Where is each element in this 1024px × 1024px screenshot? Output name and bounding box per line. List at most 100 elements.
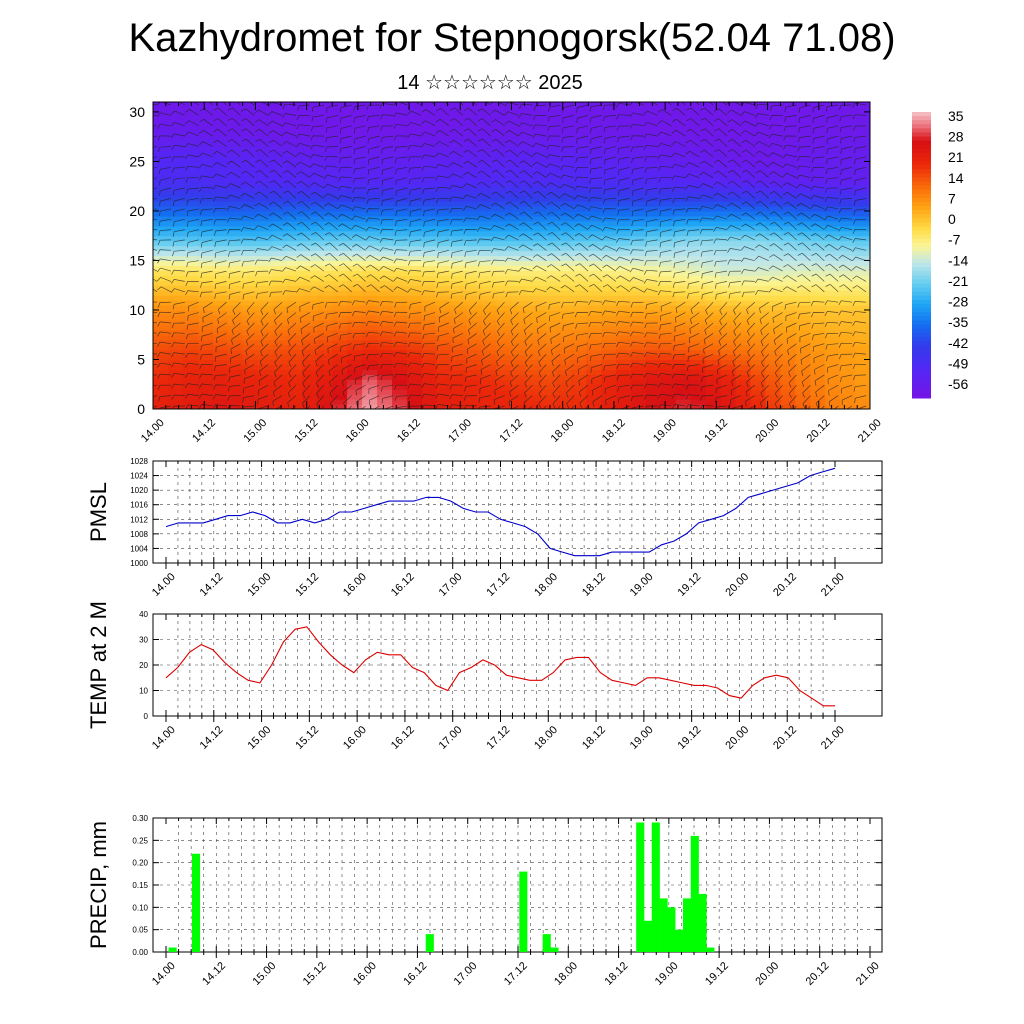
heatmap-cell (601, 220, 617, 227)
heatmap-cell (362, 285, 378, 291)
heatmap-cell (481, 344, 498, 351)
heatmap-cell (750, 404, 767, 409)
heatmap-cell (675, 161, 692, 167)
heatmap-cell (720, 220, 737, 227)
heatmap-cell (810, 156, 826, 163)
heatmap-cell (227, 201, 244, 207)
heatmap-cell (541, 374, 557, 380)
heatmap-cell (765, 285, 781, 291)
x-tick-label: 14.12 (198, 571, 226, 599)
heatmap-cell (750, 364, 767, 370)
heatmap-cell (287, 290, 303, 296)
colorbar-swatch (912, 299, 931, 305)
heatmap-cell (451, 404, 468, 409)
heatmap-cell (362, 404, 378, 409)
colorbar-swatch (912, 177, 931, 182)
heatmap-cell (302, 136, 318, 143)
heatmap-cell (601, 384, 617, 390)
heatmap-cell (690, 146, 707, 153)
heatmap-cell (332, 394, 348, 400)
heatmap-cell (556, 364, 572, 370)
heatmap-cell (660, 334, 677, 341)
heatmap-cell (451, 136, 468, 143)
heatmap-cell (436, 389, 453, 395)
heatmap-cell (257, 399, 274, 405)
heatmap-cell (616, 245, 632, 252)
heatmap-cell (616, 379, 632, 385)
heatmap-cell (182, 339, 199, 346)
heatmap-cell (586, 389, 602, 395)
heatmap-cell (302, 191, 318, 197)
heatmap-cell (197, 300, 214, 306)
heatmap-cell (347, 171, 363, 177)
heatmap-cell (362, 389, 378, 395)
heatmap-cell (167, 359, 184, 366)
colorbar-label: -14 (948, 252, 968, 268)
heatmap-cell (780, 136, 796, 143)
heatmap-cell (616, 126, 632, 133)
heatmap-cell (451, 225, 468, 232)
heatmap-cell (750, 260, 767, 266)
heatmap-cell (660, 116, 677, 123)
heatmap-cell (287, 314, 303, 321)
heatmap-cell (631, 359, 647, 366)
heatmap-cell (601, 245, 617, 252)
heatmap-cell (182, 290, 199, 296)
heatmap-cell (406, 186, 423, 192)
heatmap-cell (526, 191, 542, 197)
heatmap-cell (720, 404, 737, 409)
heatmap-cell (167, 151, 184, 158)
heatmap-cell (556, 374, 572, 380)
heatmap-cell (496, 196, 513, 202)
heatmap-cell (720, 384, 737, 390)
heatmap-cell (362, 181, 378, 187)
heatmap-cell (601, 250, 617, 257)
heatmap-cell (287, 186, 303, 192)
heatmap-cell (631, 245, 647, 252)
heatmap-cell (705, 394, 722, 400)
heatmap-cell (197, 379, 214, 385)
y-tick-label: 20 (129, 203, 145, 219)
heatmap-cell (212, 394, 229, 400)
heatmap-cell (377, 161, 393, 167)
heatmap-cell (601, 364, 617, 370)
heatmap-cell (660, 151, 677, 158)
y-tick-label: 0.15 (132, 881, 148, 890)
x-tick-label: 16.00 (351, 960, 379, 988)
heatmap-cell (212, 196, 229, 202)
heatmap-cell (810, 334, 826, 341)
heatmap-cell (272, 384, 289, 390)
heatmap-cell (436, 240, 453, 247)
heatmap-cell (720, 245, 737, 252)
heatmap-cell (616, 369, 632, 375)
heatmap-cell (481, 230, 498, 237)
heatmap-cell (317, 339, 333, 346)
heatmap-cell (556, 314, 572, 321)
heatmap-cell (347, 354, 363, 361)
heatmap-cell (645, 334, 662, 341)
heatmap-cell (481, 359, 498, 366)
heatmap-cell (212, 329, 229, 336)
heatmap-cell (526, 374, 542, 380)
heatmap-cell (825, 329, 841, 336)
x-tick-label: 18.12 (580, 724, 608, 752)
heatmap-cell (720, 116, 737, 123)
heatmap-cell (197, 399, 214, 405)
heatmap-cell (317, 215, 333, 222)
heatmap-cell (496, 146, 513, 153)
heatmap-cell (645, 275, 662, 281)
colorbar-swatch (912, 304, 931, 309)
heatmap-cell (765, 275, 781, 281)
heatmap-cell (526, 305, 542, 311)
heatmap-cell (436, 255, 453, 262)
heatmap-cell (855, 156, 870, 163)
heatmap-cell (795, 205, 811, 212)
heatmap-cell (272, 369, 289, 375)
heatmap-cell (735, 161, 752, 167)
heatmap-cell (705, 176, 722, 182)
heatmap-cell (840, 151, 856, 158)
heatmap-cell (496, 265, 513, 271)
colorbar-swatch (912, 132, 931, 138)
heatmap-cell (795, 354, 811, 361)
heatmap-cell (496, 136, 513, 143)
